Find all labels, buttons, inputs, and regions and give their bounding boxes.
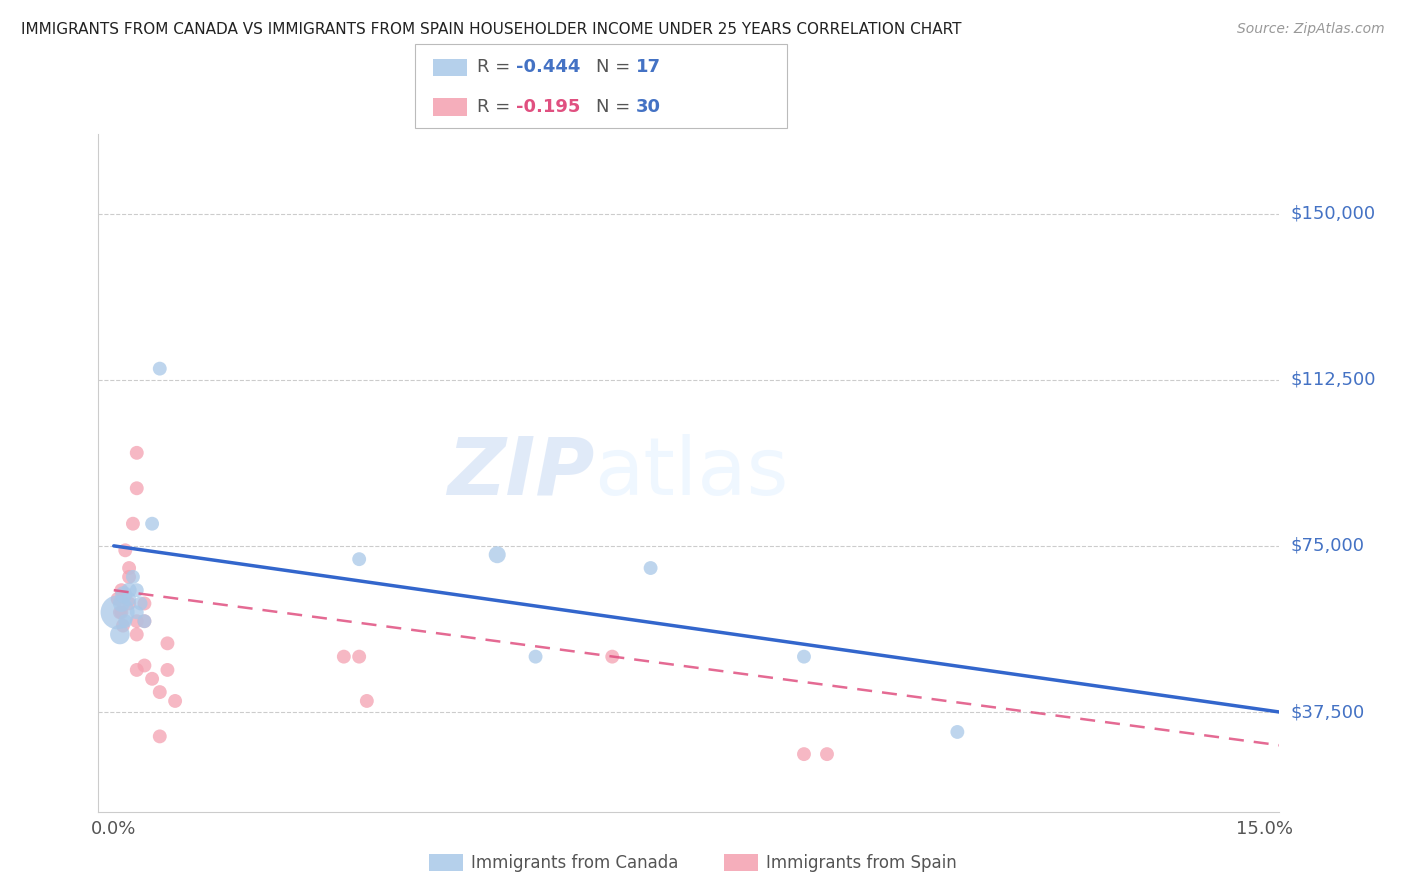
- Point: [125, 605, 148, 619]
- Point: [111, 618, 134, 632]
- Text: Source: ZipAtlas.com: Source: ZipAtlas.com: [1237, 22, 1385, 37]
- Point: [110, 583, 132, 598]
- Point: [134, 614, 156, 628]
- Point: [125, 627, 148, 641]
- Text: ZIP: ZIP: [447, 434, 595, 512]
- Point: [486, 548, 509, 562]
- Point: [118, 583, 141, 598]
- Point: [347, 552, 370, 566]
- Point: [149, 361, 172, 376]
- Point: [107, 592, 129, 607]
- Point: [122, 570, 145, 584]
- Point: [524, 649, 547, 664]
- Point: [122, 516, 145, 531]
- Point: [118, 561, 141, 575]
- Text: Immigrants from Spain: Immigrants from Spain: [766, 854, 957, 871]
- Point: [815, 747, 838, 761]
- Point: [141, 672, 163, 686]
- Text: N =: N =: [596, 59, 643, 77]
- Point: [125, 481, 148, 495]
- Point: [156, 663, 179, 677]
- Text: $112,500: $112,500: [1291, 371, 1376, 389]
- Text: 30: 30: [636, 98, 661, 116]
- Text: 17: 17: [636, 59, 661, 77]
- Text: N =: N =: [596, 98, 643, 116]
- Text: $150,000: $150,000: [1291, 204, 1375, 223]
- Point: [149, 685, 172, 699]
- Text: $75,000: $75,000: [1291, 537, 1365, 555]
- Point: [134, 614, 156, 628]
- Point: [118, 597, 141, 611]
- Point: [347, 649, 370, 664]
- Point: [793, 747, 815, 761]
- Point: [118, 570, 141, 584]
- Text: R =: R =: [477, 98, 522, 116]
- Point: [107, 605, 129, 619]
- Point: [125, 583, 148, 598]
- Text: -0.444: -0.444: [516, 59, 581, 77]
- Point: [600, 649, 623, 664]
- Point: [129, 597, 152, 611]
- Text: $37,500: $37,500: [1291, 703, 1365, 721]
- Point: [114, 543, 136, 558]
- Point: [118, 592, 141, 607]
- Text: R =: R =: [477, 59, 522, 77]
- Point: [125, 614, 148, 628]
- Point: [333, 649, 356, 664]
- Point: [114, 614, 136, 628]
- Point: [141, 516, 163, 531]
- Point: [134, 658, 156, 673]
- Point: [793, 649, 815, 664]
- Text: atlas: atlas: [595, 434, 789, 512]
- Point: [156, 636, 179, 650]
- Point: [125, 663, 148, 677]
- Text: IMMIGRANTS FROM CANADA VS IMMIGRANTS FROM SPAIN HOUSEHOLDER INCOME UNDER 25 YEAR: IMMIGRANTS FROM CANADA VS IMMIGRANTS FRO…: [21, 22, 962, 37]
- Point: [134, 597, 156, 611]
- Point: [640, 561, 662, 575]
- Point: [356, 694, 378, 708]
- Text: -0.195: -0.195: [516, 98, 581, 116]
- Point: [110, 597, 132, 611]
- Text: Immigrants from Canada: Immigrants from Canada: [471, 854, 678, 871]
- Point: [110, 605, 132, 619]
- Point: [165, 694, 187, 708]
- Point: [149, 730, 172, 744]
- Point: [112, 588, 135, 602]
- Point: [108, 627, 131, 641]
- Point: [946, 725, 969, 739]
- Point: [108, 605, 131, 619]
- Point: [125, 446, 148, 460]
